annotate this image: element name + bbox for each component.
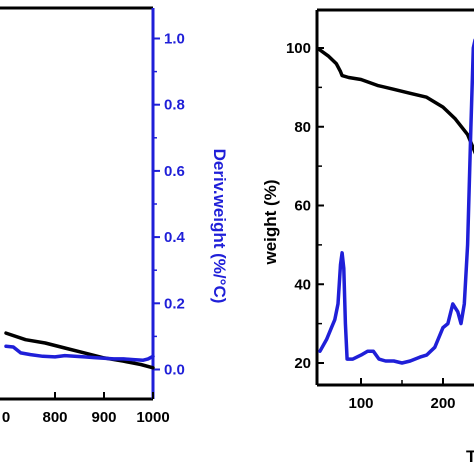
- left-panel-right-y-tick-label: 0.2: [164, 295, 185, 312]
- right-panel-deriv-line: [318, 38, 474, 365]
- right-panel-y-tick-label: 40: [294, 276, 311, 293]
- right-panel: 100 200 20 40 60 80 100 weight (%) T: [261, 8, 474, 466]
- left-panel-deriv-line: [4, 344, 155, 362]
- right-panel-y-tick-label: 60: [294, 198, 311, 215]
- left-panel-right-y-tick-label: 0.0: [164, 362, 185, 379]
- left-panel-x-tick-label: 1000: [136, 409, 169, 426]
- left-panel-right-y-ticks: 0.0 0.2 0.4 0.6 0.8 1.0: [153, 31, 186, 379]
- left-panel-weight-line: [4, 331, 155, 370]
- left-panel-right-y-tick-label: 0.6: [164, 163, 185, 180]
- right-panel-y-ticks: 20 40 60 80 100: [286, 40, 324, 372]
- left-panel-right-y-tick-label: 0.4: [164, 229, 186, 246]
- right-panel-y-tick-label: 80: [294, 119, 311, 136]
- right-panel-x-ticks: 100 200: [348, 378, 456, 412]
- right-panel-y-tick-label: 100: [286, 40, 311, 57]
- right-panel-weight-line: [318, 48, 474, 155]
- right-panel-x-axis-label: T: [466, 447, 474, 466]
- right-panel-y-axis-label: weight (%): [261, 180, 280, 266]
- left-panel-series: [4, 331, 155, 370]
- right-panel-series: [318, 38, 474, 365]
- right-panel-x-tick-label: 200: [430, 395, 455, 412]
- left-panel-x-tick-label-partial: 0: [2, 409, 10, 426]
- left-panel-right-y-tick-label: 1.0: [164, 31, 185, 48]
- left-panel-right-y-tick-label: 0.8: [164, 97, 185, 114]
- right-panel-y-tick-label: 20: [294, 355, 311, 372]
- left-panel-x-tick-label: 900: [91, 409, 116, 426]
- left-panel: 800 900 1000 0.0 0.2 0.4 0.6 0.8 1.0 0 Deriv.we…: [0, 6, 229, 426]
- left-panel-right-y-axis-label: Deriv.weight (%/°C): [210, 149, 229, 304]
- right-panel-x-tick-label: 100: [348, 395, 373, 412]
- left-panel-x-ticks: 800 900 1000: [42, 392, 170, 426]
- left-panel-x-tick-label: 800: [42, 409, 67, 426]
